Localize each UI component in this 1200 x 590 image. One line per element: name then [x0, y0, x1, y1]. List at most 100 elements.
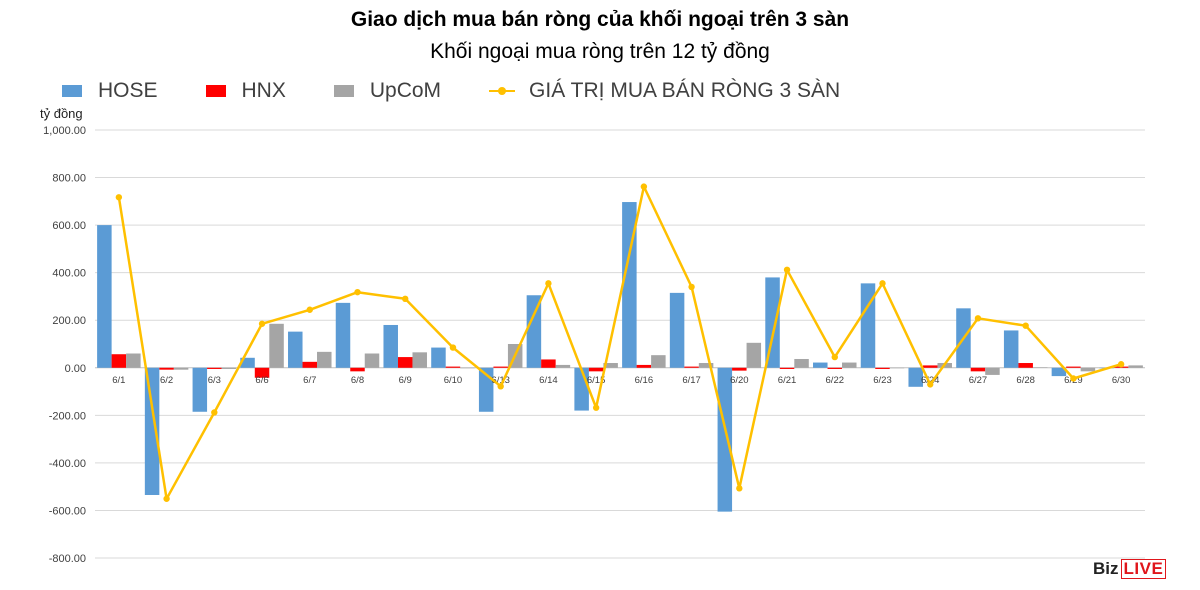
bar-hnx: [827, 367, 843, 369]
bar-hose: [192, 367, 208, 412]
bar-upcom: [1080, 367, 1096, 372]
line-point-total: [927, 381, 934, 388]
bar-upcom: [651, 355, 666, 368]
bar-hose: [431, 347, 446, 368]
line-point-total: [211, 409, 218, 416]
bar-hose: [383, 324, 398, 368]
bar-upcom: [269, 323, 284, 368]
bar-hnx: [970, 367, 986, 372]
bar-hnx: [397, 357, 413, 368]
legend-label-hnx: HNX: [241, 79, 286, 102]
line-point-total: [879, 280, 886, 287]
line-point-total: [115, 194, 123, 201]
bar-hnx: [111, 354, 127, 368]
bar-upcom: [1032, 367, 1048, 368]
bar-upcom: [126, 353, 141, 368]
bar-hose: [526, 295, 542, 368]
line-point-total: [736, 485, 743, 492]
x-tick-label: 6/10: [444, 375, 463, 386]
bar-hnx: [207, 367, 222, 369]
line-point-total: [1070, 375, 1077, 382]
bar-hose: [335, 302, 351, 368]
line-point-total: [545, 280, 552, 287]
line-point-total: [974, 315, 982, 322]
bar-hnx: [493, 366, 508, 368]
y-tick-label: 600.00: [52, 220, 86, 232]
bar-hose: [1003, 330, 1019, 368]
legend-swatch-hose: [62, 85, 82, 97]
legend-label-upcom: UpCoM: [369, 79, 442, 102]
bar-upcom: [555, 364, 571, 368]
line-point-total: [783, 266, 791, 274]
y-tick-label: -200.00: [49, 410, 86, 422]
bar-hnx: [779, 367, 795, 369]
x-tick-label: 6/14: [539, 375, 558, 386]
bar-upcom: [221, 367, 237, 369]
legend-swatch-hnx: [205, 85, 226, 97]
line-point-total: [306, 306, 313, 313]
x-tick-label: 6/9: [399, 375, 412, 386]
line-point-total: [449, 344, 457, 351]
line-point-total: [640, 183, 648, 190]
legend-item-upcom: UpCoM: [333, 79, 442, 103]
x-tick-label: 6/1: [112, 375, 125, 386]
bar-upcom: [364, 353, 380, 368]
x-tick-label: 6/6: [255, 375, 268, 386]
y-tick-label: -400.00: [49, 458, 86, 470]
bar-upcom: [746, 342, 762, 368]
bar-hose: [717, 367, 733, 512]
line-point-total: [402, 295, 409, 303]
bar-hose: [860, 283, 876, 368]
y-tick-label: -600.00: [49, 505, 86, 517]
bar-hnx: [159, 367, 174, 370]
bar-hnx: [684, 366, 699, 368]
bar-hose: [622, 202, 637, 368]
x-tick-label: 6/23: [873, 375, 892, 386]
bar-upcom: [173, 367, 189, 370]
legend-marker-total: [489, 87, 516, 95]
bar-hnx: [350, 367, 365, 372]
y-tick-label: 0.00: [65, 363, 86, 375]
logo-text-biz: Biz: [1093, 559, 1119, 578]
bar-hnx: [588, 367, 604, 372]
bar-hose: [288, 331, 303, 368]
bar-upcom: [842, 362, 857, 368]
x-tick-label: 6/7: [303, 375, 316, 386]
bar-hnx: [302, 361, 318, 368]
y-tick-label: 400.00: [52, 268, 86, 280]
logo-text-live: LIVE: [1120, 559, 1167, 579]
series-line-total: [117, 185, 1122, 501]
bar-hose: [97, 225, 112, 368]
y-tick-label: -800.00: [49, 553, 86, 565]
legend-label-hose: HOSE: [98, 79, 158, 102]
chart-subtitle: Khối ngoại mua ròng trên 12 tỷ đồng: [430, 40, 770, 63]
bar-upcom: [603, 363, 618, 368]
bar-hose: [765, 277, 780, 368]
y-tick-label: 800.00: [52, 173, 86, 185]
bar-hose: [1051, 367, 1067, 377]
bar-upcom: [794, 358, 809, 368]
bar-hnx: [922, 365, 938, 368]
x-tick-label: 6/15: [587, 375, 606, 386]
legend-label-total: GIÁ TRỊ MUA BÁN RÒNG 3 SÀN: [529, 79, 841, 102]
line-point-total: [497, 383, 504, 390]
legend-item-hose: HOSE: [62, 79, 158, 103]
line-point-total: [258, 320, 266, 327]
bar-hnx: [1018, 363, 1033, 368]
x-tick-label: 6/28: [1016, 375, 1035, 386]
legend-swatch-upcom: [333, 85, 354, 97]
y-tick-label: 200.00: [52, 315, 86, 327]
bar-hnx: [541, 359, 556, 368]
bar-hose: [813, 362, 828, 368]
line-point-total: [354, 288, 361, 296]
x-tick-label: 6/30: [1112, 375, 1131, 386]
bar-upcom: [698, 363, 714, 368]
bar-hnx: [875, 367, 890, 369]
bar-hnx: [445, 366, 461, 368]
bar-hnx: [254, 367, 270, 378]
chart-legend: HOSE HNX UpCoM GIÁ TRỊ MUA BÁN RÒNG 3 SÀ…: [62, 76, 888, 106]
line-point-total: [163, 495, 170, 502]
bar-upcom: [985, 367, 1000, 375]
x-tick-label: 6/8: [351, 375, 364, 386]
